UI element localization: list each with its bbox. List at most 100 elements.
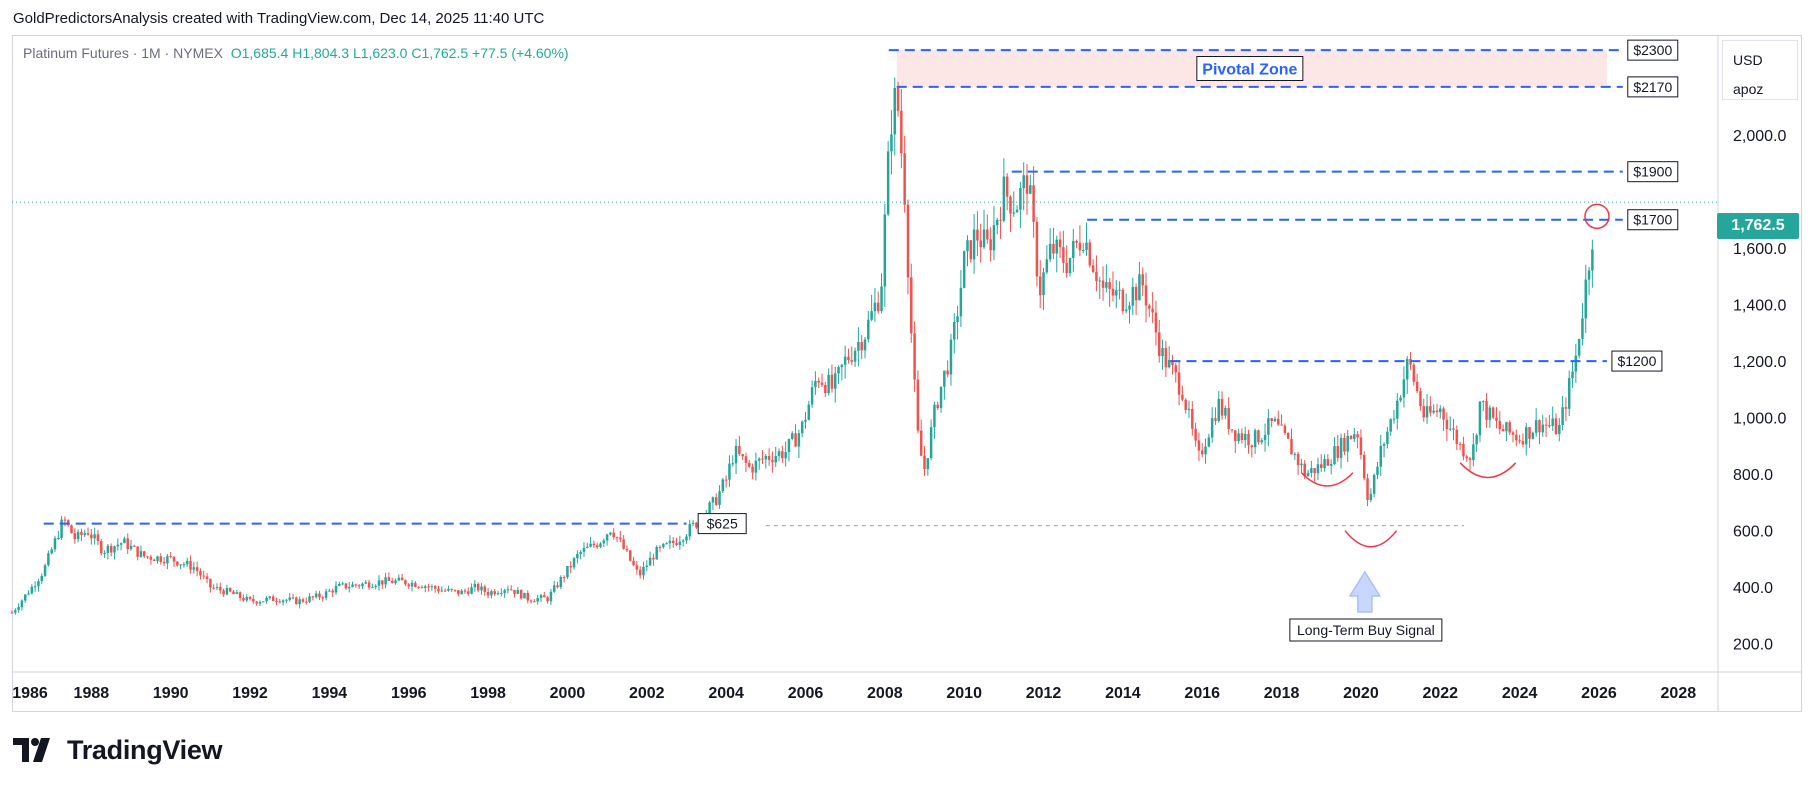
candle-body xyxy=(923,455,926,470)
candle-body xyxy=(265,597,268,602)
level-label: $2170 xyxy=(1633,79,1672,95)
candle-body xyxy=(1587,270,1591,280)
candle-body xyxy=(311,596,315,598)
candle-body xyxy=(903,153,906,205)
candle-body xyxy=(1343,438,1346,452)
candle-body xyxy=(437,588,440,592)
candle-body xyxy=(27,593,30,595)
candle-body xyxy=(176,561,179,566)
x-tick-label: 1986 xyxy=(12,685,48,702)
candle-body xyxy=(867,319,870,340)
candle-body xyxy=(523,592,526,599)
candle-body xyxy=(1564,407,1568,409)
candle-body xyxy=(1376,466,1379,475)
candle-body xyxy=(1349,435,1353,439)
candle-body xyxy=(1121,289,1125,312)
candle-body xyxy=(933,404,936,428)
candle-body xyxy=(827,374,830,394)
candle-body xyxy=(794,433,797,447)
candle-body xyxy=(764,456,768,460)
candle-body xyxy=(123,538,126,544)
candle-body xyxy=(880,286,883,312)
y-tick-label: 1,400.0 xyxy=(1733,298,1786,315)
candle-body xyxy=(1085,242,1088,250)
candle-body xyxy=(1561,407,1564,426)
candle-body xyxy=(1181,394,1184,400)
candle-body xyxy=(347,587,351,589)
candle-body xyxy=(652,557,655,560)
candle-body xyxy=(1491,407,1495,418)
candle-body xyxy=(1124,309,1128,312)
candle-body xyxy=(873,302,877,312)
candle-body xyxy=(592,543,596,546)
candle-body xyxy=(1405,358,1409,380)
candle-body xyxy=(1177,372,1181,395)
candle-body xyxy=(1458,443,1462,445)
candle-body xyxy=(443,590,447,592)
candle-body xyxy=(896,88,900,111)
candle-body xyxy=(427,586,430,588)
candle-body xyxy=(467,591,470,594)
candle-body xyxy=(1194,428,1197,441)
candle-body xyxy=(959,287,963,317)
candle-body xyxy=(1243,433,1247,440)
candle-body xyxy=(219,587,222,591)
candle-body xyxy=(989,239,992,251)
candle-body xyxy=(857,341,860,351)
candle-body xyxy=(96,534,100,542)
candle-body xyxy=(876,302,880,312)
candle-body xyxy=(374,585,377,587)
candle-body xyxy=(1379,445,1383,467)
candle-body xyxy=(1012,212,1016,214)
candle-body xyxy=(863,339,867,351)
candle-body xyxy=(1078,242,1082,251)
candle-body xyxy=(215,587,219,589)
candle-body xyxy=(612,532,615,538)
y-tick-label: 200.0 xyxy=(1733,637,1773,654)
candle-body xyxy=(1310,468,1313,473)
candle-body xyxy=(93,534,96,539)
candle-body xyxy=(860,341,863,351)
candle-body xyxy=(1581,318,1584,339)
candle-body xyxy=(529,600,533,602)
candle-body xyxy=(1544,424,1548,426)
candle-body xyxy=(503,590,506,594)
candle-body xyxy=(771,459,774,463)
candle-body xyxy=(90,534,93,539)
user-label[interactable]: apoz xyxy=(1733,81,1764,97)
currency-panel[interactable]: USD apoz xyxy=(1722,40,1798,100)
candle-body xyxy=(1032,185,1035,222)
candle-body xyxy=(189,560,192,570)
level-label: $1200 xyxy=(1617,353,1656,369)
chart-frame[interactable] xyxy=(12,35,1802,712)
currency-label[interactable]: USD xyxy=(1733,52,1763,68)
candle-body xyxy=(40,575,44,582)
candle-body xyxy=(1045,259,1049,273)
candle-body xyxy=(1329,464,1333,466)
candle-body xyxy=(1475,435,1478,445)
candle-body xyxy=(1217,398,1221,421)
saucer-arc xyxy=(1459,462,1517,479)
buy-signal-label-box xyxy=(1289,618,1443,642)
candle-body xyxy=(1584,279,1588,319)
candle-body xyxy=(761,458,764,460)
tradingview-logo[interactable]: TradingView xyxy=(13,733,223,767)
breakout-circle xyxy=(1584,203,1610,230)
candle-body xyxy=(572,558,576,568)
candle-body xyxy=(47,553,50,566)
ohlc-high: H1,804.3 xyxy=(292,45,350,61)
candle-body xyxy=(255,601,258,604)
candle-body xyxy=(238,592,242,598)
candle-body xyxy=(632,560,635,566)
candle-body xyxy=(480,586,483,591)
candle-body xyxy=(830,374,834,389)
x-tick-label: 2014 xyxy=(1105,685,1141,702)
candle-body xyxy=(1511,432,1515,435)
symbol-legend[interactable]: Platinum Futures · 1M · NYMEX O1,685.4 H… xyxy=(23,45,569,61)
tradingview-wordmark: TradingView xyxy=(67,734,223,765)
candle-body xyxy=(714,497,718,505)
ohlc-change: +77.5 (+4.60%) xyxy=(472,45,569,61)
candle-body xyxy=(493,591,496,595)
y-tick-label: 800.0 xyxy=(1733,467,1773,484)
